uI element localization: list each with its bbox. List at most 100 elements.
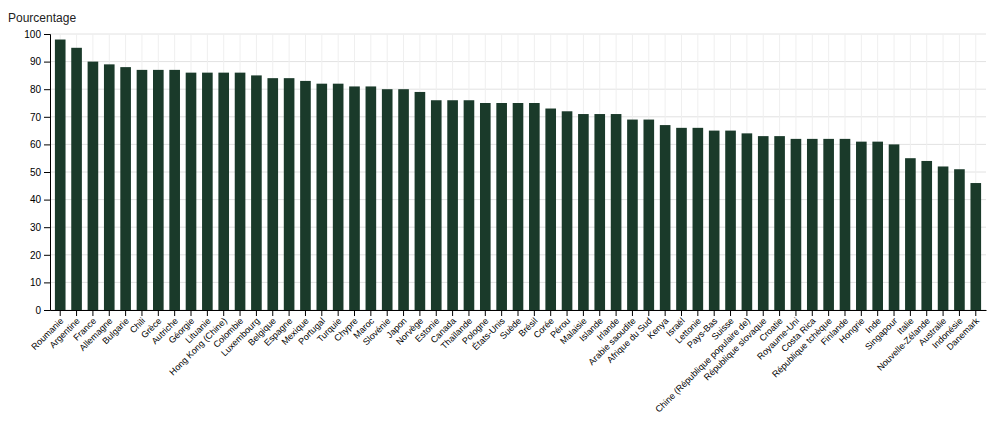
y-axis-label: Pourcentage [8, 11, 76, 25]
x-tick-mark [665, 310, 666, 316]
x-tick-mark [436, 310, 437, 316]
x-tick-mark [910, 310, 911, 316]
x-tick-mark [714, 310, 715, 316]
bar [856, 142, 867, 310]
x-tick-mark [648, 310, 649, 316]
y-tick-label: 50 [30, 167, 42, 178]
bar [693, 128, 704, 310]
bar [889, 144, 900, 310]
bar [676, 128, 687, 310]
x-tick-mark [158, 310, 159, 316]
x-tick-label: République slovaque [702, 316, 769, 383]
y-tick-mark [44, 117, 50, 118]
bar [872, 142, 883, 310]
y-axis: 0102030405060708090100 [24, 29, 50, 316]
bar [970, 183, 981, 310]
x-tick-label: Bulgarie [100, 316, 130, 346]
y-tick: 10 [30, 277, 50, 288]
x-tick-mark [632, 310, 633, 316]
x-tick-mark [223, 310, 224, 316]
y-tick-mark [44, 62, 50, 63]
x-tick-mark [975, 310, 976, 316]
bar [267, 78, 278, 310]
plot: 0102030405060708090100RoumanieArgentineF… [24, 29, 986, 415]
x-tick-mark [305, 310, 306, 316]
chart: 0102030405060708090100RoumanieArgentineF… [0, 0, 1000, 442]
y-tick: 20 [30, 250, 50, 261]
x-tick-mark [550, 310, 551, 316]
x-tick-mark [141, 310, 142, 316]
bar [905, 158, 916, 310]
bar [202, 73, 213, 310]
x-tick: Danemark [945, 310, 982, 352]
bar [529, 103, 540, 310]
y-tick-mark [44, 227, 50, 228]
x-tick-mark [240, 310, 241, 316]
y-tick-label: 40 [30, 194, 42, 205]
y-tick-mark [44, 34, 50, 35]
x-tick-mark [387, 310, 388, 316]
bar [496, 103, 507, 310]
x-tick-mark [697, 310, 698, 316]
x-tick-mark [354, 310, 355, 316]
bar [709, 131, 720, 310]
y-tick: 90 [30, 56, 50, 67]
bar [545, 109, 556, 310]
bar [153, 70, 164, 310]
x-tick-mark [534, 310, 535, 316]
y-tick: 30 [30, 222, 50, 233]
x-tick-mark [795, 310, 796, 316]
bar [464, 100, 475, 310]
bar [627, 120, 638, 310]
bars [55, 40, 981, 310]
y-tick: 60 [30, 139, 50, 150]
bar [71, 48, 82, 310]
y-tick-label: 10 [30, 277, 42, 288]
bar [954, 169, 965, 310]
x-tick-mark [730, 310, 731, 316]
grid [50, 34, 986, 310]
x-tick-mark [191, 310, 192, 316]
x-tick-mark [289, 310, 290, 316]
y-tick-mark [44, 200, 50, 201]
y-tick-mark [44, 310, 50, 311]
x-tick-mark [681, 310, 682, 316]
y-tick: 100 [24, 29, 50, 40]
y-tick: 0 [35, 305, 50, 316]
x-tick-mark [207, 310, 208, 316]
x-tick-mark [321, 310, 322, 316]
x-tick: Suède [498, 310, 523, 341]
bar [186, 73, 197, 310]
x-tick-mark [370, 310, 371, 316]
bar [758, 136, 769, 310]
bar [823, 139, 834, 310]
bar [513, 103, 524, 310]
bar [333, 84, 344, 310]
y-tick-mark [44, 172, 50, 173]
x-tick: Bulgarie [100, 310, 130, 346]
x-tick-label: République tchèque [770, 316, 834, 380]
x-tick: République slovaque [702, 310, 769, 382]
x-tick-mark [567, 310, 568, 316]
bar [88, 62, 99, 310]
x-tick-mark [92, 310, 93, 316]
bar [431, 100, 442, 310]
y-tick-label: 20 [30, 250, 42, 261]
x-tick-mark [174, 310, 175, 316]
x-tick-mark [468, 310, 469, 316]
y-tick-label: 60 [30, 139, 42, 150]
y-tick-label: 0 [35, 305, 41, 316]
x-tick-mark [746, 310, 747, 316]
x-tick-label: Hongrie [837, 316, 866, 345]
x-tick-label: Chine (République populaire de) [653, 316, 752, 415]
x-tick: Afrique du Sud [605, 310, 654, 365]
x-tick-mark [76, 310, 77, 316]
bar [742, 133, 753, 310]
bar [725, 131, 736, 310]
y-tick-mark [44, 255, 50, 256]
x-axis: RoumanieArgentineFranceAllemagneBulgarie… [29, 310, 986, 415]
y-tick-label: 90 [30, 56, 42, 67]
bar [594, 114, 605, 310]
x-tick-mark [338, 310, 339, 316]
bar [382, 89, 393, 310]
